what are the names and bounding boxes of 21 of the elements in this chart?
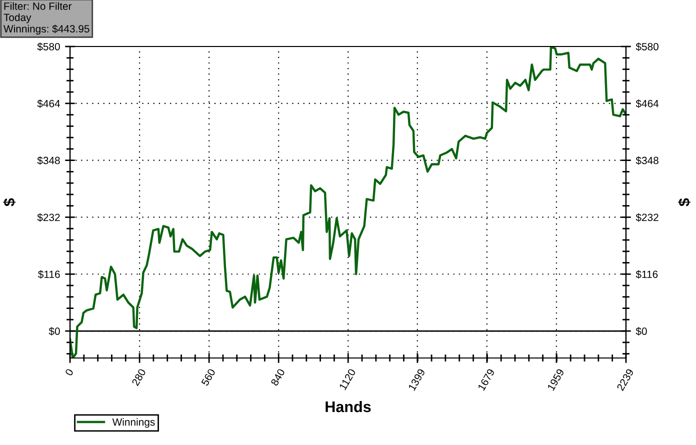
- y2-tick-label: $464: [636, 99, 659, 108]
- y-tick-label: $464: [37, 99, 60, 108]
- y2-tick-label: $348: [636, 156, 658, 165]
- x-axis-title: Hands: [326, 400, 371, 412]
- y-axis-title: $: [3, 198, 16, 206]
- x-tick-label: 560: [200, 368, 216, 386]
- y-tick-label: $348: [37, 156, 60, 165]
- y-tick-label: $116: [38, 270, 60, 279]
- y2-tick-label: $116: [636, 270, 658, 279]
- text: Filter: No Filter Today Winnings: $443.95: [4, 2, 90, 35]
- y2-axis-title: $: [678, 198, 691, 206]
- y-tick-label: $0: [48, 327, 60, 336]
- y-tick-label: $232: [37, 213, 60, 222]
- y2-tick-label: $0: [636, 327, 647, 336]
- x-tick-label: 280: [131, 368, 146, 386]
- y-tick-label: $580: [37, 42, 60, 51]
- y2-tick-label: $580: [636, 42, 658, 51]
- y2-tick-label: $232: [636, 213, 658, 222]
- x-tick-label: 0: [64, 368, 74, 376]
- x-tick-label: 840: [270, 368, 286, 386]
- legend-label: Winnings: [112, 418, 155, 428]
